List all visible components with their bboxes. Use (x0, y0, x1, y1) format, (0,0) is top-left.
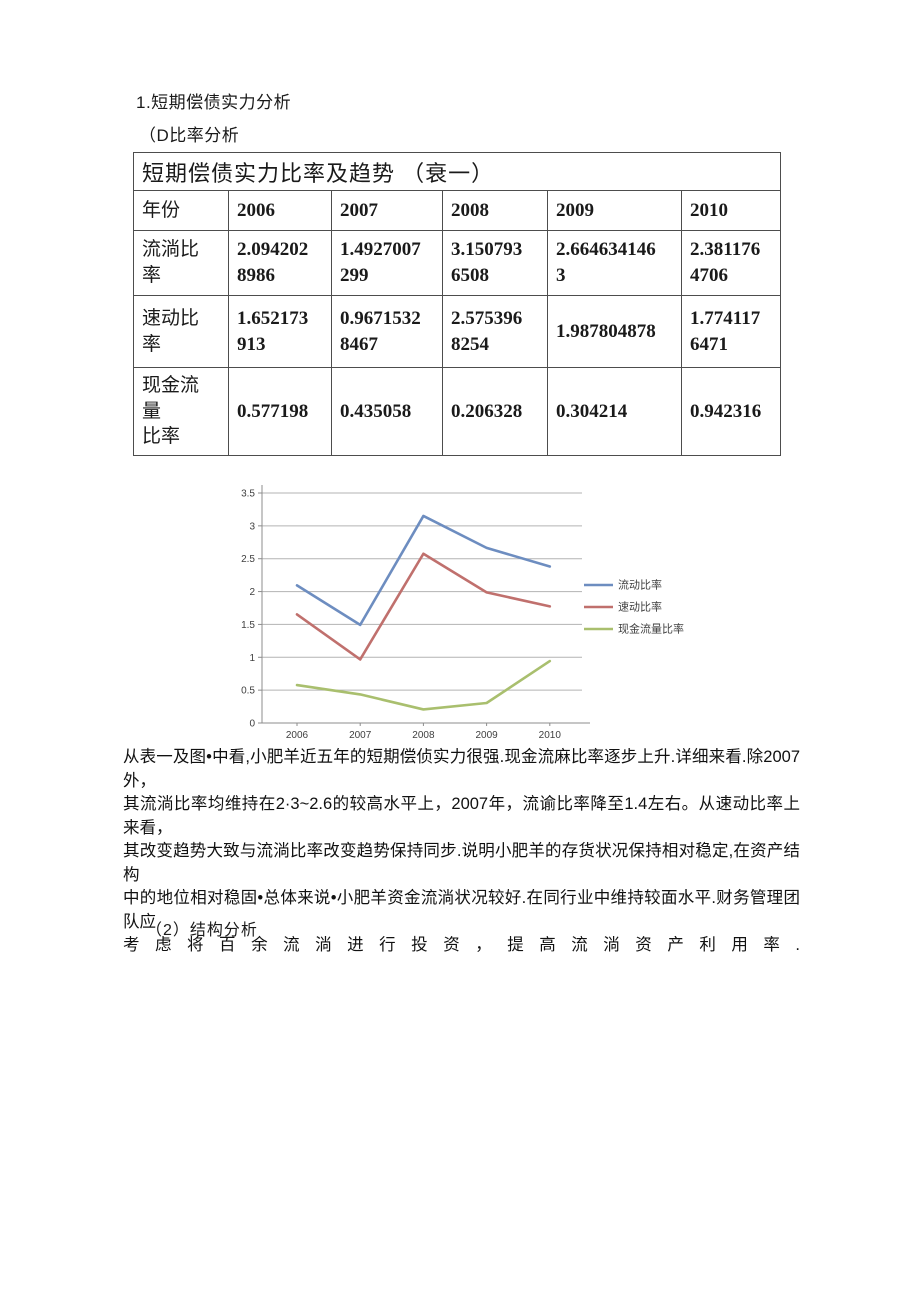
ratio-table: 短期偿债实力比率及趋势 （衰一） 年份 2006 2007 2008 2009 … (132, 152, 782, 456)
x-tick-label: 2010 (539, 730, 562, 741)
table-cell: 2.5753968254 (442, 295, 548, 368)
table-cell: 3.1507936508 (442, 230, 548, 296)
table-cell: 0.206328 (442, 367, 548, 456)
ratio-trend-chart-container: 0 0.5 1 1.5 2 2.5 3 3.5 2006 2007 2008 2009 2010 流动比率… (232, 478, 702, 750)
row-label-current-ratio: 流淌比 率 (133, 230, 229, 296)
y-tick-label: 3 (249, 521, 255, 532)
subsection-heading-structure-analysis: （2）结构分析 (146, 922, 258, 939)
table-cell: 1.4927007299 (331, 230, 443, 296)
y-tick-label: 2.5 (241, 554, 255, 565)
y-tick-label: 1.5 (241, 620, 255, 631)
y-tick-label: 3.5 (241, 489, 255, 500)
subsection-heading-ratio-analysis: （D比率分析 (139, 126, 240, 145)
paragraph-line: 其改变趋势大致与流淌比率改变趋势保持同步.说明小肥羊的存货状况保持相对稳定,在资… (123, 842, 800, 884)
table-cell: 0.304214 (547, 367, 682, 456)
table-cell: 0.942316 (680, 367, 782, 456)
table-row: 流淌比 率 2.0942028986 1.4927007299 3.150793… (133, 230, 782, 296)
y-tick-label: 2 (249, 587, 255, 598)
series-line (295, 514, 552, 627)
table-header-cell: 2007 (331, 190, 443, 231)
x-tick-label: 2008 (412, 730, 435, 741)
y-tick-label: 0 (249, 719, 255, 730)
table-title: 短期偿债实力比率及趋势 （衰一） (132, 152, 782, 191)
paragraph-line: 中的地位相对稳固•总体来说•小肥羊资金流淌状况较好.在同行业中维持较面水平.财务… (123, 889, 800, 931)
analysis-paragraph: 从表一及图•中看,小肥羊近五年的短期偿侦实力很强.现金流麻比率逐步上升.详细来看… (123, 746, 800, 958)
table-header-cell: 年份 (133, 190, 229, 231)
legend-label: 流动比率 (618, 578, 662, 592)
table-cell: 1.7741176471 (680, 295, 782, 368)
table-cell: 1.652173913 (228, 295, 332, 368)
x-tick-label: 2006 (286, 730, 309, 741)
legend-label: 速动比率 (618, 600, 662, 614)
table-cell: 0.577198 (228, 367, 332, 456)
table-row: 速动比率 1.652173913 0.96715328467 2.5753968… (133, 295, 782, 368)
row-label-cashflow-ratio: 现金流量 比率 (133, 367, 229, 456)
row-label-quick-ratio: 速动比率 (133, 295, 229, 368)
table-row: 现金流量 比率 0.577198 0.435058 0.206328 0.304… (133, 367, 782, 456)
table-header-cell: 2006 (228, 190, 332, 231)
paragraph-line: 考 虑 将 百 余 流 淌 进 行 投 资 ， 提 高 流 淌 资 产 利 用 … (123, 936, 800, 954)
y-tick-label: 0.5 (241, 686, 255, 697)
table-header-cell: 2009 (547, 190, 682, 231)
table-header-cell: 2008 (442, 190, 548, 231)
table-cell: 2.3811764706 (680, 230, 782, 296)
table-cell: 2.0942028986 (228, 230, 332, 296)
series-line (295, 659, 552, 711)
paragraph-line: 从表一及图•中看,小肥羊近五年的短期偿侦实力很强.现金流麻比率逐步上升.详细来看… (123, 748, 800, 790)
section-heading: 1.短期偿债实力分析 (136, 93, 292, 112)
table-header-cell: 2010 (680, 190, 782, 231)
series-line (295, 552, 552, 661)
table-cell: 0.435058 (331, 367, 443, 456)
table-cell: 0.96715328467 (331, 295, 443, 368)
paragraph-line: 其流淌比率均维持在2·3~2.6的较高水平上，2007年，流谕比率降至1.4左右… (123, 795, 800, 837)
table-cell: 1.987804878 (547, 295, 682, 368)
table-cell: 2.6646341463 (547, 230, 682, 296)
legend-label: 现金流量比率 (618, 622, 684, 636)
x-tick-label: 2009 (475, 730, 498, 741)
x-tick-label: 2007 (349, 730, 372, 741)
y-tick-label: 1 (249, 653, 255, 664)
ratio-trend-chart: 0 0.5 1 1.5 2 2.5 3 3.5 2006 2007 2008 2009 2010 流动比率… (241, 485, 684, 741)
table-header-row: 年份 2006 2007 2008 2009 2010 (133, 190, 782, 231)
